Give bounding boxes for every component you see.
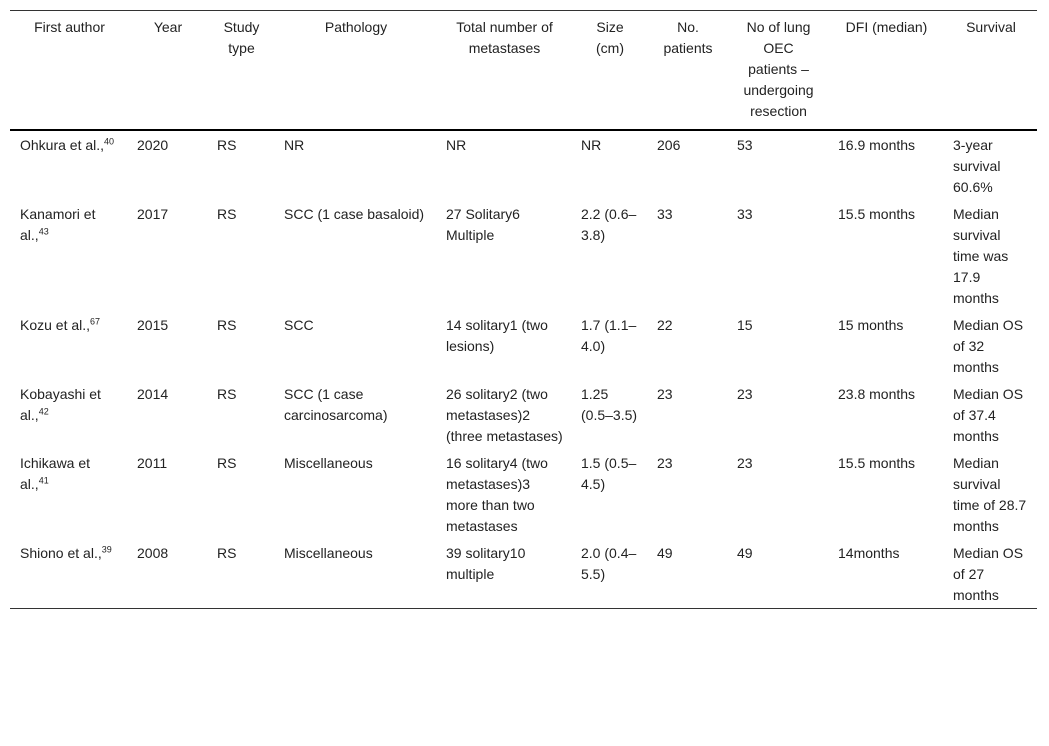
metastases-table: First author Year Study type Pathology Total… bbox=[10, 10, 1037, 609]
cell-size: NR bbox=[581, 137, 602, 153]
reference-link[interactable]: 43 bbox=[38, 226, 49, 237]
column-header: DFI (median) bbox=[845, 19, 928, 35]
cell-pathology: Miscellaneous bbox=[284, 455, 373, 471]
cell-patients: 23 bbox=[657, 455, 673, 471]
cell-lung: 53 bbox=[737, 137, 753, 153]
cell-author: Ohkura et al.,40 bbox=[10, 130, 127, 200]
reference-link[interactable]: 42 bbox=[38, 406, 49, 417]
cell-total: 26 solitary2 (two metastases)2 (three me… bbox=[446, 386, 563, 444]
author-name: Kobayashi et al., bbox=[20, 386, 101, 423]
cell-pathology: SCC (1 case carcinosarcoma) bbox=[284, 386, 388, 423]
cell-study: RS bbox=[217, 137, 237, 153]
cell-total: 27 Solitary6 Multiple bbox=[446, 206, 520, 243]
cell-author: Kobayashi et al.,42 bbox=[10, 380, 127, 449]
cell-study: RS bbox=[217, 317, 237, 333]
reference-link[interactable]: 39 bbox=[101, 544, 112, 555]
cell-total: 39 solitary10 multiple bbox=[446, 545, 526, 582]
cell-lung: 15 bbox=[737, 317, 753, 333]
table-row: Ohkura et al.,40 2020 RS NR NR NR 206 53 16.9 mo… bbox=[10, 130, 1037, 200]
cell-size: 1.5 (0.5–4.5) bbox=[581, 455, 637, 492]
column-header: Survival bbox=[966, 19, 1016, 35]
cell-lung: 49 bbox=[737, 545, 753, 561]
cell-survival: Median OS of 32 months bbox=[953, 317, 1024, 375]
table-row: Kozu et al.,67 2015 RS SCC 14 solitary1 (two… bbox=[10, 311, 1037, 380]
cell-survival: Median survival time of 28.7 months bbox=[953, 455, 1027, 534]
cell-pathology: NR bbox=[284, 137, 305, 153]
reference-link[interactable]: 40 bbox=[104, 136, 115, 147]
cell-author: Ichikawa et al.,41 bbox=[10, 449, 127, 539]
cell-patients: 49 bbox=[657, 545, 673, 561]
column-header: Pathology bbox=[324, 19, 388, 35]
table-row: Shiono et al.,39 2008 RS Miscellaneous 39 so… bbox=[10, 539, 1037, 609]
column-header: Study type bbox=[223, 19, 260, 56]
cell-patients: 22 bbox=[657, 317, 673, 333]
table-row: Kanamori et al.,43 2017 RS SCC (1 case basa… bbox=[10, 200, 1037, 311]
cell-author: Kozu et al.,67 bbox=[10, 311, 127, 380]
cell-year: 2017 bbox=[137, 206, 169, 222]
cell-pathology: SCC (1 case basaloid) bbox=[284, 206, 425, 222]
cell-dfi: 15.5 months bbox=[838, 455, 916, 471]
cell-lung: 33 bbox=[737, 206, 753, 222]
cell-dfi: 15 months bbox=[838, 317, 904, 333]
header-row: First author Year Study type Pathology Total… bbox=[10, 10, 1037, 130]
cell-pathology: Miscellaneous bbox=[284, 545, 373, 561]
author-name: Kozu et al., bbox=[20, 317, 91, 333]
cell-study: RS bbox=[217, 545, 237, 561]
cell-dfi: 16.9 months bbox=[838, 137, 916, 153]
column-header: First author bbox=[34, 19, 105, 35]
cell-total: NR bbox=[446, 137, 467, 153]
cell-dfi: 15.5 months bbox=[838, 206, 916, 222]
cell-year: 2015 bbox=[137, 317, 169, 333]
cell-survival: 3-year survival 60.6% bbox=[953, 137, 1001, 195]
cell-dfi: 14months bbox=[838, 545, 900, 561]
author-name: Shiono et al., bbox=[20, 545, 102, 561]
cell-survival: Median OS of 37.4 months bbox=[953, 386, 1024, 444]
cell-year: 2014 bbox=[137, 386, 169, 402]
cell-year: 2008 bbox=[137, 545, 169, 561]
cell-year: 2011 bbox=[137, 455, 168, 471]
cell-study: RS bbox=[217, 455, 237, 471]
cell-size: 1.7 (1.1–4.0) bbox=[581, 317, 637, 354]
table-row: Ichikawa et al.,41 2011 RS Miscellaneous 16 … bbox=[10, 449, 1037, 539]
reference-link[interactable]: 67 bbox=[90, 316, 101, 327]
author-name: Kanamori et al., bbox=[20, 206, 96, 243]
cell-patients: 33 bbox=[657, 206, 673, 222]
cell-author: Kanamori et al.,43 bbox=[10, 200, 127, 311]
cell-size: 2.0 (0.4–5.5) bbox=[581, 545, 637, 582]
cell-patients: 206 bbox=[657, 137, 681, 153]
cell-lung: 23 bbox=[737, 386, 753, 402]
column-header: Year bbox=[153, 19, 183, 35]
cell-pathology: SCC bbox=[284, 317, 314, 333]
cell-study: RS bbox=[217, 206, 237, 222]
cell-survival: Median survival time was 17.9 months bbox=[953, 206, 1009, 306]
cell-dfi: 23.8 months bbox=[838, 386, 916, 402]
cell-patients: 23 bbox=[657, 386, 673, 402]
author-name: Ichikawa et al., bbox=[20, 455, 91, 492]
cell-year: 2020 bbox=[137, 137, 169, 153]
cell-author: Shiono et al.,39 bbox=[10, 539, 127, 609]
reference-link[interactable]: 41 bbox=[38, 475, 49, 486]
column-header: No of lung OEC patients – undergoing res… bbox=[743, 19, 814, 119]
cell-survival: Median OS of 27 months bbox=[953, 545, 1024, 603]
column-header: No. patients bbox=[663, 19, 713, 56]
cell-study: RS bbox=[217, 386, 237, 402]
cell-size: 1.25 (0.5–3.5) bbox=[581, 386, 638, 423]
cell-size: 2.2 (0.6–3.8) bbox=[581, 206, 637, 243]
cell-total: 14 solitary1 (two lesions) bbox=[446, 317, 548, 354]
cell-total: 16 solitary4 (two metastases)3 more than… bbox=[446, 455, 548, 534]
author-name: Ohkura et al., bbox=[20, 137, 105, 153]
column-header: Size (cm) bbox=[596, 19, 624, 56]
cell-lung: 23 bbox=[737, 455, 753, 471]
table-row: Kobayashi et al.,42 2014 RS SCC (1 case car… bbox=[10, 380, 1037, 449]
column-header: Total number of metastases bbox=[456, 19, 553, 56]
